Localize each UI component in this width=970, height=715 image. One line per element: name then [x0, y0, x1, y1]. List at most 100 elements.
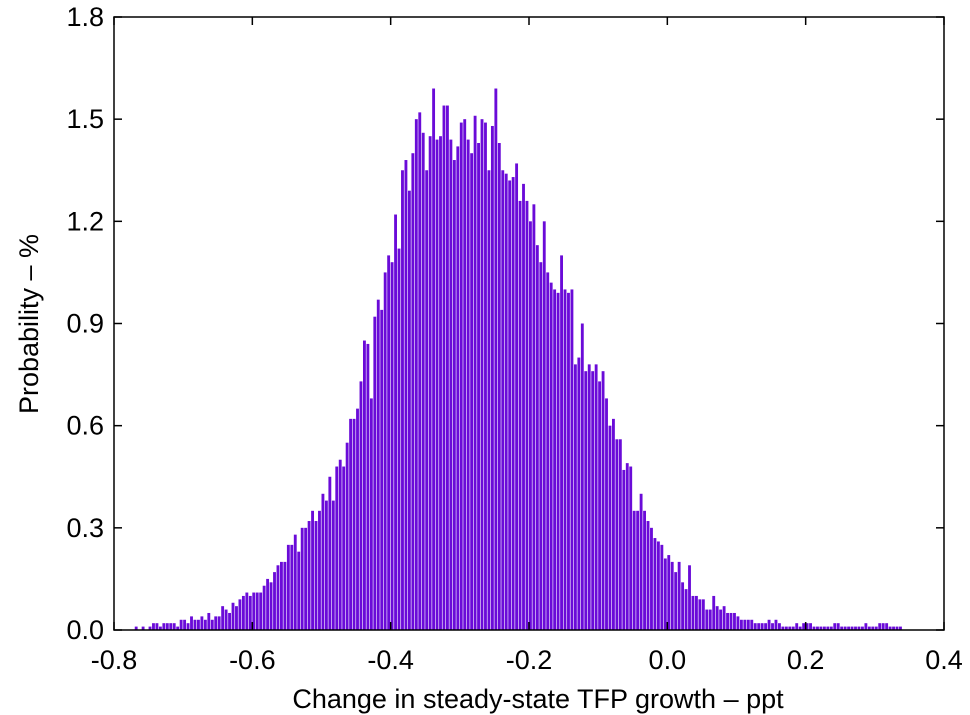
histogram-bar	[601, 371, 605, 630]
histogram-bar	[560, 255, 563, 630]
histogram-bar	[684, 589, 688, 630]
histogram-bar	[629, 466, 633, 630]
histogram-bar	[190, 616, 193, 630]
histogram-bar	[743, 619, 747, 630]
histogram-bar	[715, 606, 719, 630]
histogram-bar	[259, 592, 263, 630]
histogram-bar	[736, 616, 740, 630]
y-tick-label: 1.5	[66, 104, 104, 134]
histogram-bar	[470, 153, 474, 630]
histogram-bar	[670, 561, 674, 630]
histogram-bar	[778, 623, 781, 630]
histogram-bar	[542, 221, 546, 630]
histogram-bar	[463, 119, 467, 631]
histogram-bar	[854, 626, 857, 630]
histogram-bar	[594, 364, 598, 630]
histogram-bar	[203, 619, 207, 630]
histogram-bar	[705, 609, 709, 630]
histogram-bar	[802, 623, 806, 630]
histogram-bar	[847, 626, 851, 630]
histogram-bar	[618, 439, 622, 630]
histogram-bar	[324, 500, 328, 630]
histogram-bar	[691, 595, 695, 630]
histogram-bar	[653, 538, 657, 630]
histogram-bar	[245, 592, 249, 630]
histogram-bar	[667, 555, 671, 630]
histogram-bar	[297, 551, 301, 630]
histogram-bar	[539, 262, 543, 630]
histogram-bar	[515, 163, 519, 630]
histogram-bar	[248, 595, 252, 630]
x-tick-label: 0.0	[649, 645, 687, 675]
histogram-bar	[252, 592, 256, 630]
histogram-bar	[570, 289, 574, 630]
histogram-bar	[276, 565, 280, 630]
histogram-bar	[269, 582, 273, 630]
histogram-bar	[722, 606, 726, 630]
histogram-bar	[864, 623, 868, 630]
histogram-bar	[497, 143, 501, 630]
histogram-bar	[508, 180, 512, 630]
y-tick-label: 0.3	[66, 513, 104, 543]
histogram-bar	[452, 160, 456, 630]
y-tick-label: 1.2	[66, 206, 104, 236]
histogram-bar	[712, 595, 716, 630]
histogram-bar	[331, 500, 335, 630]
histogram-bar	[235, 606, 238, 630]
histogram-bar	[650, 527, 653, 630]
histogram-bar	[598, 381, 602, 630]
histogram-bar	[155, 623, 159, 630]
histogram-bar	[477, 143, 480, 630]
histogram-bar	[719, 609, 723, 630]
histogram-bar	[546, 272, 550, 630]
histogram-bar	[511, 177, 515, 630]
histogram-bar	[238, 599, 242, 630]
histogram-bar	[850, 626, 854, 630]
histogram-bar	[335, 466, 339, 630]
histogram-bar	[328, 476, 332, 630]
histogram-bar	[556, 292, 560, 630]
histogram-bar	[622, 469, 626, 630]
histogram-bar	[231, 602, 235, 630]
y-axis-label: Probability – %	[14, 234, 44, 414]
y-tick-label: 0.0	[66, 615, 104, 645]
histogram-bar	[805, 623, 809, 630]
histogram-bar	[387, 255, 391, 630]
histogram-bar	[446, 105, 449, 631]
histogram-bar	[615, 439, 619, 630]
histogram-bar	[567, 292, 570, 630]
histogram-bar	[376, 299, 380, 630]
histogram-bar	[819, 626, 823, 630]
histogram-bar	[812, 626, 816, 630]
histogram-bar	[373, 316, 377, 630]
histogram-bar	[639, 493, 643, 630]
histogram-bar	[473, 115, 477, 630]
histogram-bar	[494, 88, 498, 630]
histogram-bar	[625, 463, 629, 630]
histogram-bar	[591, 371, 595, 630]
histogram-bar	[587, 364, 591, 630]
histogram-bar	[580, 323, 584, 630]
histogram-bar	[504, 173, 508, 630]
histogram-bar	[695, 595, 698, 630]
histogram-bar	[345, 442, 349, 630]
histogram-bar	[843, 626, 847, 630]
histogram-bar	[529, 221, 532, 630]
histogram-bar	[363, 340, 366, 630]
histogram-bar	[795, 623, 799, 630]
histogram-bar	[134, 626, 138, 630]
histogram-bar	[563, 289, 567, 630]
histogram-bar	[280, 561, 283, 630]
histogram-bar	[895, 626, 899, 630]
histogram-bar	[857, 626, 861, 630]
histogram-bar	[677, 561, 681, 630]
histogram-bar	[411, 153, 415, 630]
y-tick-label: 0.6	[66, 411, 104, 441]
histogram-bar	[214, 616, 218, 630]
histogram-bar	[304, 527, 308, 630]
histogram-bar	[660, 544, 664, 630]
histogram-bar	[425, 170, 429, 630]
histogram-bar	[484, 122, 487, 630]
histogram-bar	[197, 619, 200, 630]
histogram-bar	[757, 623, 761, 630]
